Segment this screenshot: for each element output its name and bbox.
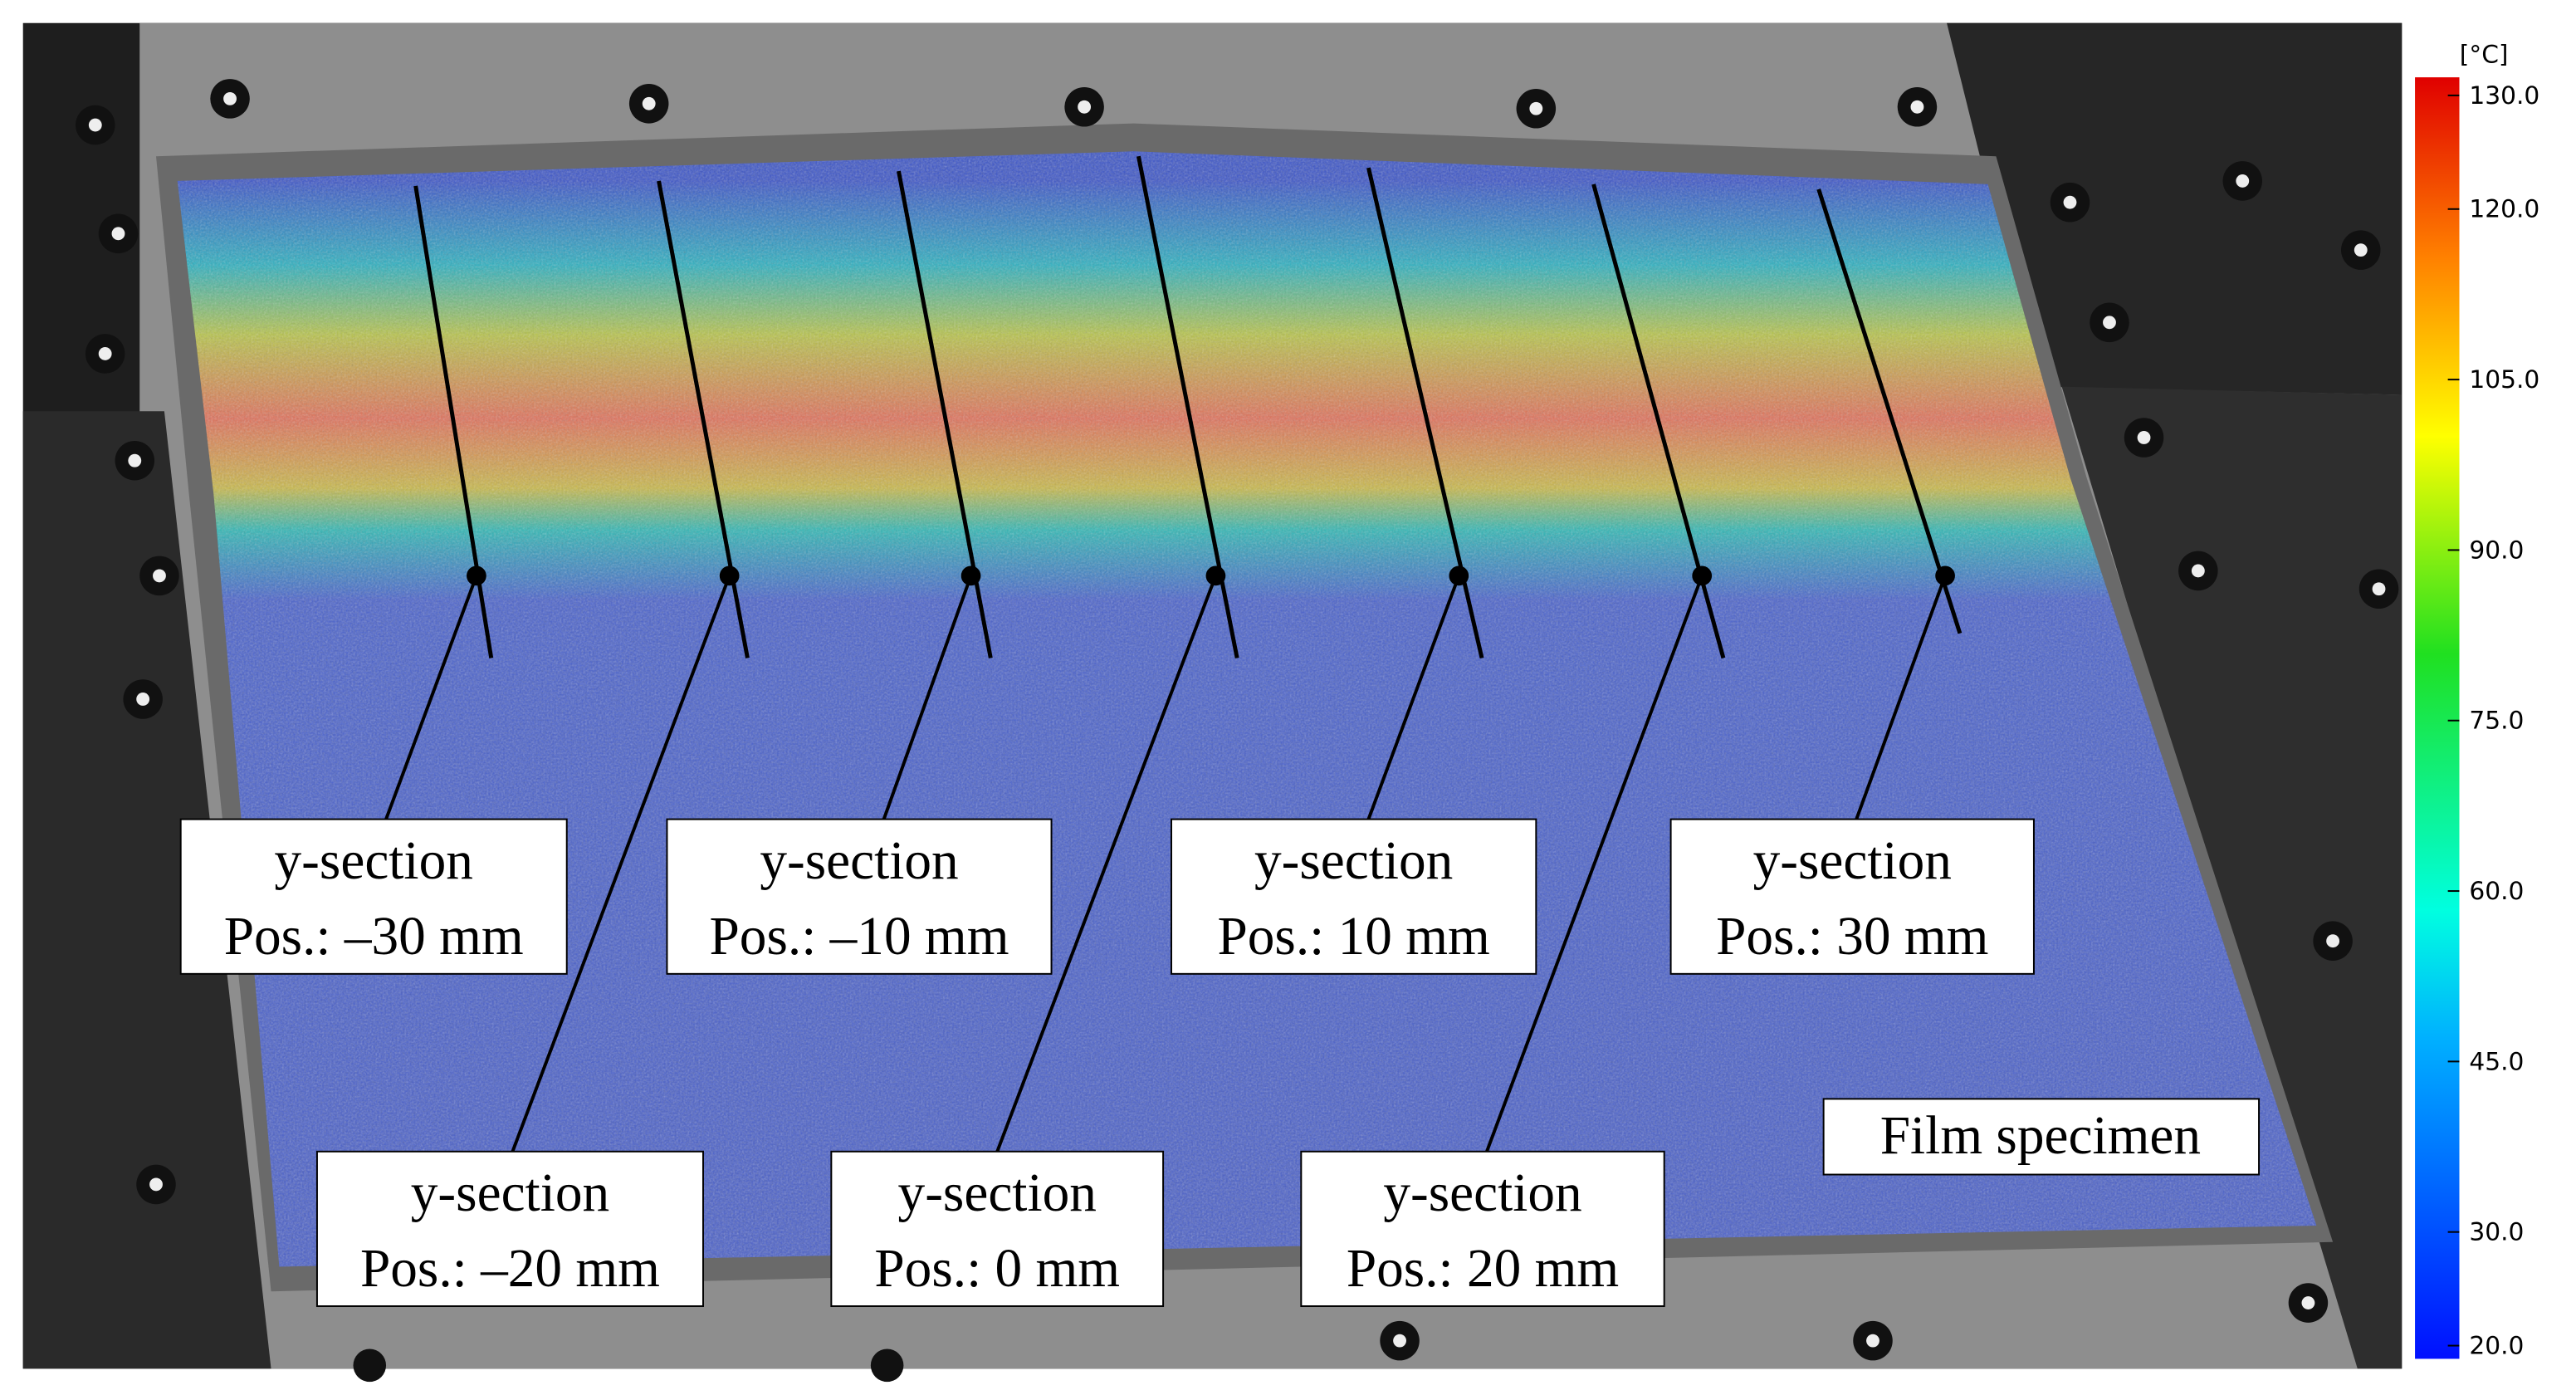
pointer-line (995, 575, 1218, 1153)
label-box (1171, 818, 1537, 975)
label-line2: Pos.: 20 mm (1347, 1239, 1619, 1299)
label-box (315, 1150, 704, 1308)
right-panel (2061, 386, 2402, 1369)
label-line1: y-section (1254, 831, 1453, 891)
specimen-label: Film specimen (1880, 1106, 2201, 1166)
colorbar-tick-label: 60.0 (2469, 877, 2524, 906)
label-line2: Pos.: –10 mm (709, 907, 1009, 967)
colorbar-tick-label: 105.0 (2469, 365, 2539, 394)
colorbar-tick-label: 45.0 (2469, 1047, 2524, 1076)
section-point (1692, 565, 1713, 586)
bolt-holes (88, 91, 2386, 1348)
colorbar-tick-label: 75.0 (2469, 707, 2524, 736)
pointer-line (1855, 575, 1947, 820)
label-line2: Pos.: –20 mm (360, 1239, 660, 1299)
label-line1: y-section (275, 831, 473, 891)
label-box (1669, 818, 2035, 975)
label-box (830, 1150, 1165, 1308)
label-line1: y-section (411, 1163, 609, 1223)
colorbar-tick-label: 120.0 (2469, 195, 2539, 224)
pointer-line (384, 575, 478, 820)
pointer-line (1366, 575, 1461, 820)
label-line1: y-section (1753, 831, 1952, 891)
colorbar-ticks: 130.0 120.0 105.0 90.0 75.0 60.0 45.0 30.0 20.0 (2447, 81, 2539, 1360)
section-point (961, 565, 981, 586)
right-panel (1947, 22, 2402, 395)
labels: y-section Pos.: –30 mm y-section Pos.: –20 … (179, 565, 2035, 1308)
pointer-line (511, 575, 731, 1153)
colorbar-unit: [°C] (2460, 40, 2509, 69)
left-panel (22, 411, 271, 1369)
label-line1: y-section (760, 831, 958, 891)
label-line2: Pos.: –30 mm (224, 907, 524, 967)
colorbar-tick-label: 20.0 (2469, 1331, 2524, 1360)
section-point (1935, 565, 1955, 586)
label-line1: y-section (898, 1163, 1097, 1223)
speckle (177, 151, 2317, 1267)
label-box (179, 818, 568, 975)
label-line1: y-section (1383, 1163, 1581, 1223)
section-point (1449, 565, 1469, 586)
label-line2: Pos.: 30 mm (1716, 907, 1988, 967)
section-point (1205, 565, 1226, 586)
label-line2: Pos.: 0 mm (874, 1239, 1120, 1299)
pointer-line (1485, 575, 1704, 1153)
colorbar-tick-label: 130.0 (2469, 81, 2539, 110)
specimen-label-box (1822, 1098, 2261, 1176)
colorbar-tick-label: 30.0 (2469, 1218, 2524, 1247)
section-point (719, 565, 740, 586)
label-box (1300, 1150, 1665, 1308)
colorbar (2415, 77, 2460, 1359)
label-box (666, 818, 1053, 975)
pointer-line (882, 575, 973, 820)
colorbar-tick-label: 90.0 (2469, 536, 2524, 565)
section-point (467, 565, 486, 586)
label-line2: Pos.: 10 mm (1217, 907, 1489, 967)
